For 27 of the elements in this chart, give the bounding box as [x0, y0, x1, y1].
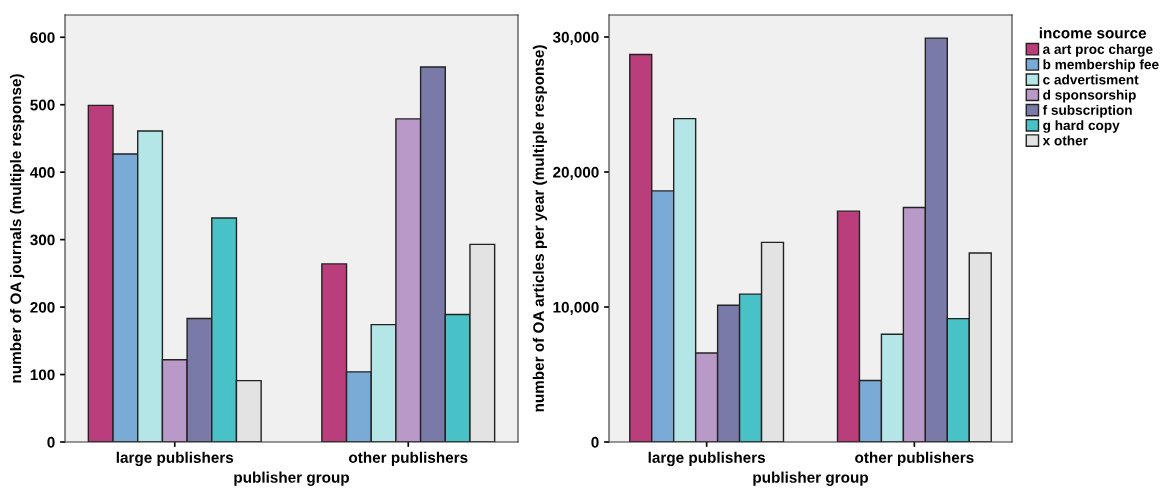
- x-tick-label: other publishers: [855, 451, 974, 466]
- y-tick-label: 300: [30, 234, 55, 246]
- y-tick-label: 20,000: [553, 166, 599, 180]
- y-axis-title: number of OA articles per year (multiple response): [532, 45, 547, 412]
- legend-label: x other: [1042, 135, 1088, 146]
- y-tick-label: 0: [591, 436, 599, 448]
- y-axis-title: number of OA journals (multiple response): [9, 74, 25, 383]
- legend-label: c advertisment: [1043, 74, 1139, 85]
- x-tick-label: large publishers: [648, 451, 766, 467]
- x-axis-title: publisher group: [234, 471, 350, 486]
- legend-label: b membership fee: [1043, 59, 1159, 72]
- y-tick-label: 500: [30, 99, 55, 111]
- y-tick-label: 600: [30, 32, 55, 43]
- y-tick-label: 400: [30, 167, 55, 178]
- y-tick-label: 10,000: [553, 301, 599, 315]
- legend-label: d sponsorship: [1043, 89, 1136, 103]
- x-tick-label: large publishers: [116, 451, 234, 467]
- legend-label: f subscription: [1042, 104, 1132, 118]
- legend-label: a art proc charge: [1043, 44, 1153, 57]
- y-tick-label: 100: [30, 369, 55, 381]
- legend-label: g hard copy: [1043, 120, 1120, 133]
- y-tick-label: 0: [47, 436, 55, 448]
- legend-title: income source: [1039, 27, 1147, 39]
- x-tick-label: other publishers: [349, 451, 468, 466]
- y-tick-label: 30,000: [552, 31, 599, 45]
- x-axis-title: publisher group: [753, 471, 869, 486]
- y-tick-label: 200: [30, 301, 55, 313]
